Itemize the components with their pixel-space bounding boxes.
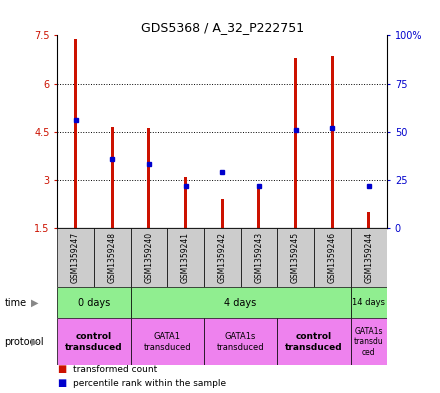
Text: time: time (4, 298, 26, 308)
Text: ■: ■ (57, 378, 66, 388)
Text: transformed count: transformed count (73, 365, 157, 374)
Bar (351, 318, 387, 365)
Bar (147, 129, 150, 228)
Bar (241, 228, 277, 287)
Text: 0 days: 0 days (78, 298, 110, 308)
Text: ▶: ▶ (31, 337, 39, 347)
Bar (57, 228, 94, 287)
Bar (314, 228, 351, 287)
Text: GSM1359247: GSM1359247 (71, 232, 80, 283)
Text: control
transduced: control transduced (285, 332, 343, 352)
Bar (204, 228, 241, 287)
Text: GSM1359246: GSM1359246 (328, 232, 337, 283)
Bar (131, 228, 167, 287)
Bar (111, 127, 114, 228)
Text: percentile rank within the sample: percentile rank within the sample (73, 379, 226, 387)
Bar (351, 287, 387, 318)
Bar (221, 199, 224, 228)
Text: GATA1
transduced: GATA1 transduced (143, 332, 191, 352)
Bar (131, 318, 204, 365)
Text: ▶: ▶ (31, 298, 39, 308)
Text: GSM1359242: GSM1359242 (218, 232, 227, 283)
Text: control
transduced: control transduced (65, 332, 123, 352)
Text: GATA1s
transdu
ced: GATA1s transdu ced (354, 327, 384, 357)
Bar (131, 287, 351, 318)
Text: GSM1359245: GSM1359245 (291, 232, 300, 283)
Bar (167, 228, 204, 287)
Bar (94, 228, 131, 287)
Text: 4 days: 4 days (224, 298, 257, 308)
Bar (351, 228, 387, 287)
Bar (57, 287, 131, 318)
Bar (367, 212, 370, 228)
Text: GSM1359248: GSM1359248 (108, 232, 117, 283)
Bar (331, 56, 334, 228)
Text: protocol: protocol (4, 337, 44, 347)
Text: GATA1s
transduced: GATA1s transduced (217, 332, 264, 352)
Text: GSM1359240: GSM1359240 (144, 232, 154, 283)
Bar (277, 318, 351, 365)
Bar (184, 176, 187, 228)
Bar (277, 228, 314, 287)
Bar (204, 318, 277, 365)
Text: GSM1359243: GSM1359243 (254, 232, 264, 283)
Bar (57, 318, 131, 365)
Text: GSM1359244: GSM1359244 (364, 232, 374, 283)
Title: GDS5368 / A_32_P222751: GDS5368 / A_32_P222751 (141, 21, 304, 34)
Bar (257, 185, 260, 228)
Text: GSM1359241: GSM1359241 (181, 232, 190, 283)
Text: ■: ■ (57, 364, 66, 375)
Text: 14 days: 14 days (352, 298, 385, 307)
Bar (74, 39, 77, 228)
Bar (294, 58, 297, 228)
